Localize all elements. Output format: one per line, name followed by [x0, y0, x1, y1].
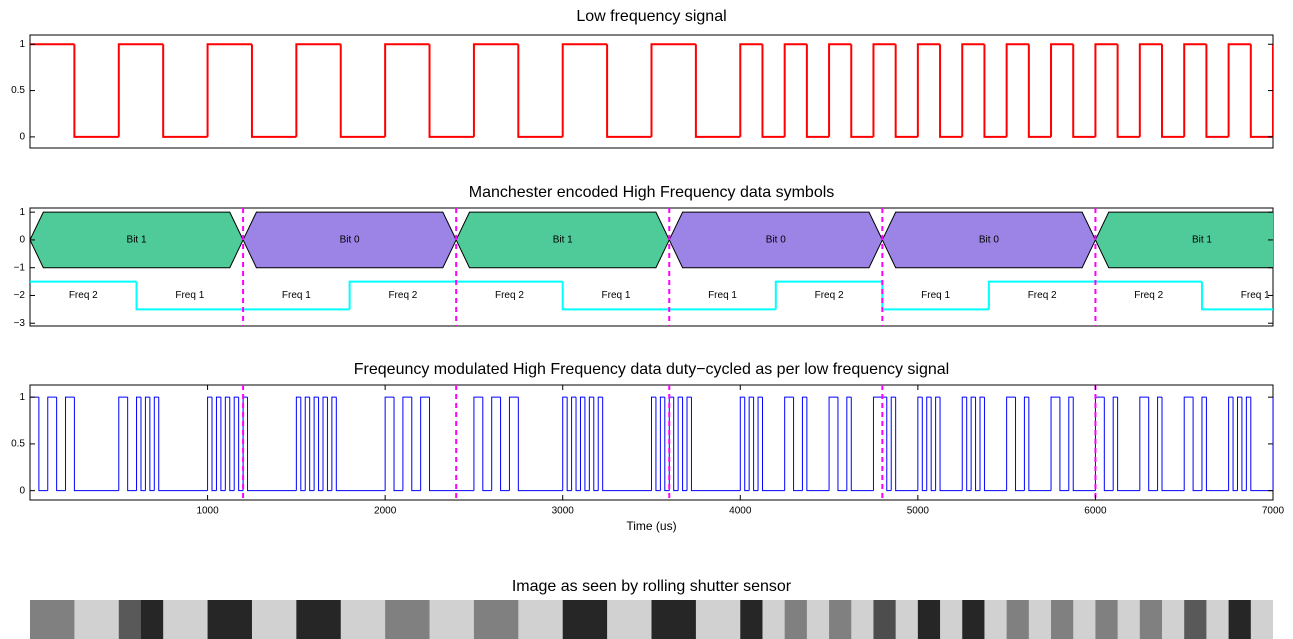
bit-label: Bit 1	[127, 235, 147, 246]
chart-title: Manchester encoded High Frequency data s…	[469, 184, 835, 201]
shutter-stripe	[718, 600, 741, 639]
frequency-label: Freq 1	[708, 290, 737, 301]
y-tick-label: 0	[19, 235, 25, 246]
bit-label: Bit 0	[979, 235, 999, 246]
x-tick-label: 1000	[196, 506, 219, 517]
y-tick-label: −3	[14, 318, 26, 329]
shutter-stripe	[629, 600, 652, 639]
y-tick-label: 0.5	[11, 439, 25, 450]
chart-title: Low frequency signal	[576, 8, 726, 25]
frequency-label: Freq 2	[815, 290, 844, 301]
shutter-stripe	[1206, 600, 1229, 639]
shutter-stripe	[274, 600, 297, 639]
shutter-stripe	[918, 600, 941, 639]
shutter-stripe	[1184, 600, 1207, 639]
bit-label: Bit 1	[1192, 235, 1212, 246]
shutter-stripe	[541, 600, 564, 639]
frequency-label: Freq 2	[495, 290, 524, 301]
frequency-label: Freq 2	[1134, 290, 1163, 301]
shutter-stripe	[363, 600, 386, 639]
y-tick-label: 1	[19, 392, 25, 403]
shutter-stripe	[1029, 600, 1052, 639]
x-tick-label: 6000	[1084, 506, 1107, 517]
shutter-stripe	[119, 600, 142, 639]
shutter-stripe	[585, 600, 608, 639]
shutter-stripe	[496, 600, 519, 639]
y-tick-label: 1	[19, 207, 25, 218]
shutter-stripe	[652, 600, 675, 639]
shutter-stripe	[1095, 600, 1118, 639]
shutter-stripe	[452, 600, 475, 639]
shutter-stripe	[74, 600, 97, 639]
y-tick-label: 0	[19, 132, 25, 143]
shutter-stripe	[1251, 600, 1274, 639]
shutter-stripe	[807, 600, 830, 639]
bit-label: Bit 0	[340, 235, 360, 246]
shutter-stripe	[319, 600, 342, 639]
shutter-stripe	[873, 600, 896, 639]
x-tick-label: 5000	[907, 506, 930, 517]
shutter-stripe	[1073, 600, 1096, 639]
shutter-stripe	[674, 600, 697, 639]
y-tick-label: 0	[19, 485, 25, 496]
x-tick-label: 3000	[552, 506, 575, 517]
shutter-stripe	[607, 600, 630, 639]
shutter-stripe	[230, 600, 253, 639]
x-axis-label: Time (us)	[626, 519, 676, 533]
shutter-stripe	[341, 600, 364, 639]
x-tick-label: 4000	[729, 506, 752, 517]
shutter-stripe	[940, 600, 963, 639]
y-tick-label: −1	[14, 262, 26, 273]
shutter-stripe	[896, 600, 919, 639]
frequency-label: Freq 1	[175, 290, 204, 301]
plot-layer	[30, 600, 1274, 639]
shutter-stripe	[208, 600, 231, 639]
chart-title: Freqeuncy modulated High Frequency data …	[354, 361, 949, 378]
bit-label: Bit 0	[766, 235, 786, 246]
x-tick-label: 2000	[374, 506, 397, 517]
shutter-stripe	[518, 600, 541, 639]
shutter-stripe	[762, 600, 785, 639]
y-tick-label: −2	[14, 290, 26, 301]
shutter-stripe	[1118, 600, 1141, 639]
figure: Low frequency signal 0 0.5 1 Manchester enco…	[0, 0, 1293, 639]
shutter-stripe	[785, 600, 808, 639]
shutter-stripe	[296, 600, 319, 639]
shutter-stripe	[97, 600, 120, 639]
shutter-stripe	[696, 600, 719, 639]
shutter-stripe	[1229, 600, 1252, 639]
frequency-label: Freq 2	[69, 290, 98, 301]
shutter-stripe	[851, 600, 874, 639]
shutter-stripe	[962, 600, 985, 639]
x-tick-label: 7000	[1262, 506, 1285, 517]
shutter-stripe	[1007, 600, 1030, 639]
shutter-stripe	[563, 600, 586, 639]
frequency-label: Freq 1	[602, 290, 631, 301]
bit-label: Bit 1	[553, 235, 573, 246]
shutter-stripe	[252, 600, 275, 639]
shutter-stripe	[474, 600, 497, 639]
shutter-stripe	[1140, 600, 1163, 639]
frequency-label: Freq 1	[921, 290, 950, 301]
shutter-stripe	[740, 600, 763, 639]
shutter-stripe	[52, 600, 75, 639]
shutter-stripe	[30, 600, 53, 639]
frequency-label: Freq 1	[1241, 290, 1270, 301]
frequency-label: Freq 1	[282, 290, 311, 301]
shutter-stripe	[407, 600, 430, 639]
shutter-stripe	[430, 600, 453, 639]
frequency-label: Freq 2	[1028, 290, 1057, 301]
shutter-stripe	[1051, 600, 1074, 639]
shutter-stripe	[829, 600, 852, 639]
chart-title: Image as seen by rolling shutter sensor	[512, 578, 792, 595]
y-tick-label: 0.5	[11, 85, 25, 96]
shutter-stripe	[385, 600, 408, 639]
shutter-stripe	[163, 600, 186, 639]
shutter-stripe	[1162, 600, 1185, 639]
frequency-label: Freq 2	[388, 290, 417, 301]
y-tick-label: 1	[19, 39, 25, 50]
shutter-stripe	[185, 600, 208, 639]
shutter-stripe	[984, 600, 1007, 639]
shutter-stripe	[141, 600, 164, 639]
